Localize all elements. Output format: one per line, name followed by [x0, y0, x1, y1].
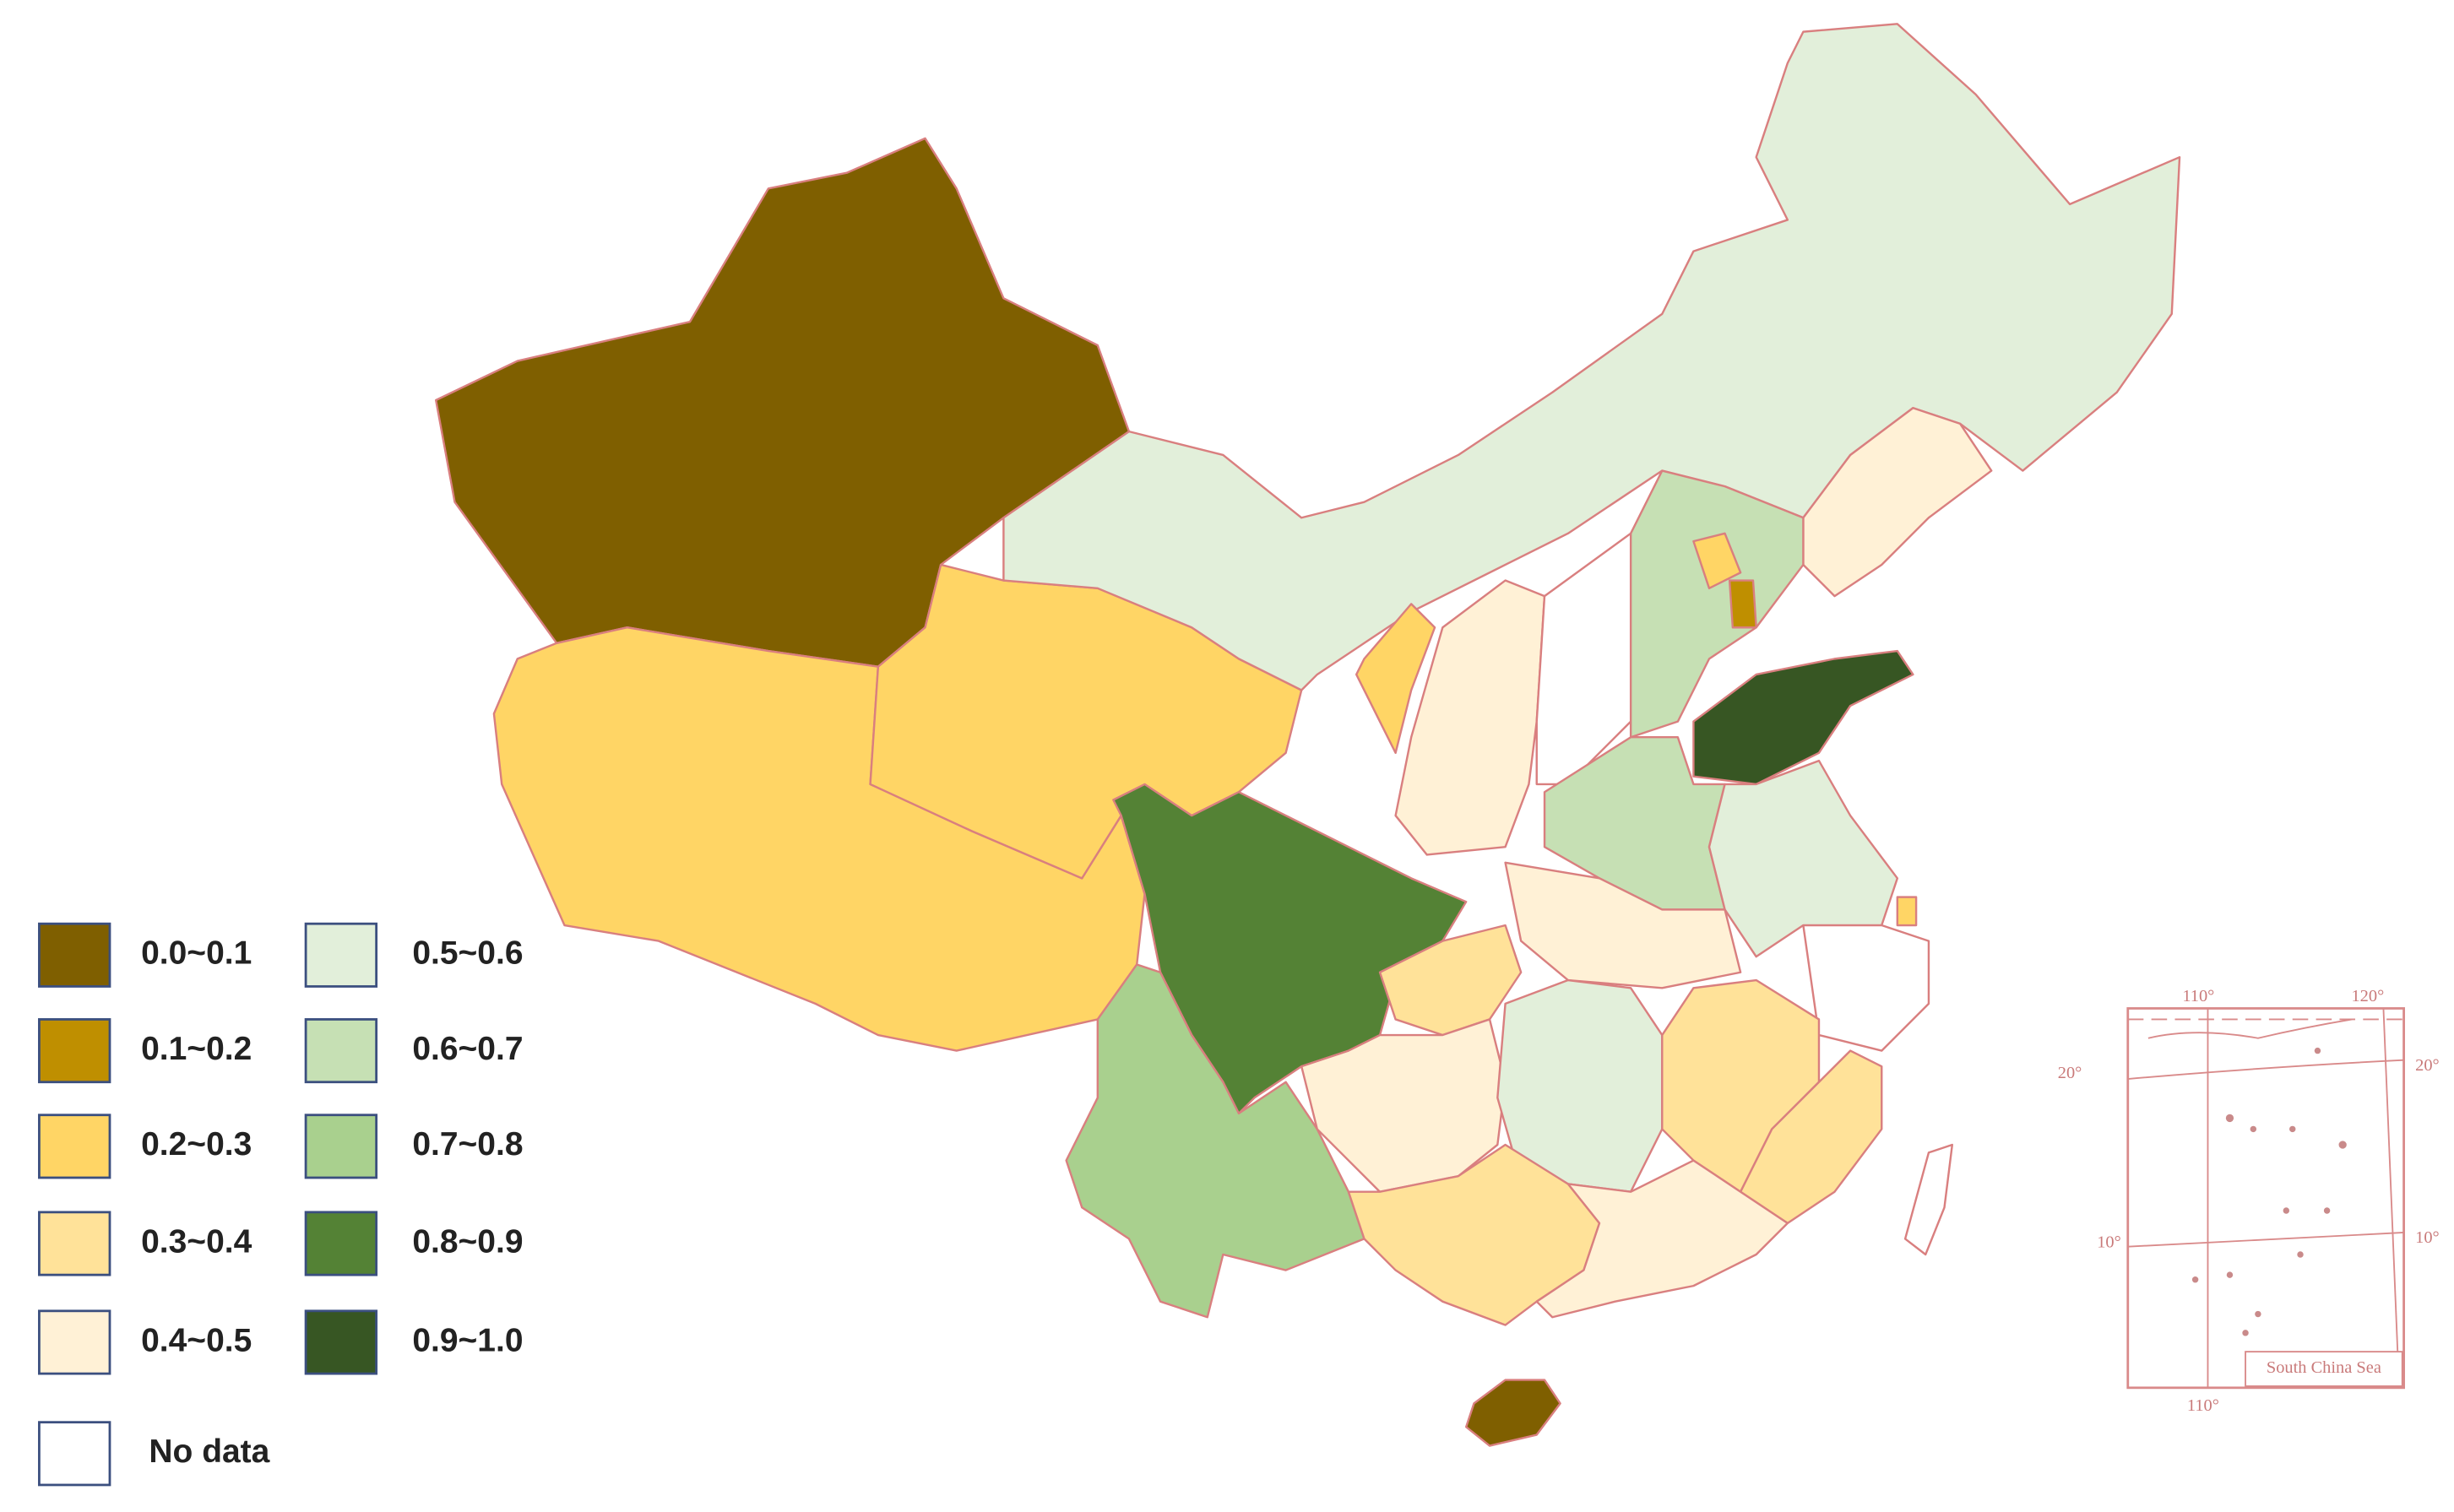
tianjin — [1728, 579, 1757, 629]
shanghai — [1896, 896, 1918, 927]
legend-label: 0.1~0.2 — [141, 1031, 252, 1067]
inset-islands — [2191, 1047, 2347, 1336]
legend-swatch — [38, 1211, 111, 1276]
liaoning — [1802, 407, 1993, 598]
hubei — [1504, 861, 1742, 989]
taiwan — [1903, 1143, 1954, 1256]
legend-label: 0.5~0.6 — [412, 935, 523, 972]
legend-swatch — [38, 1309, 111, 1375]
legend-swatch — [38, 922, 111, 988]
inset-coordinate: 110° — [2182, 987, 2214, 1005]
inset-coordinate: 20° — [2058, 1064, 2082, 1082]
provinces — [435, 23, 2181, 1447]
inset-parallel — [2127, 1059, 2404, 1080]
inset-coordinate: 10° — [2097, 1233, 2121, 1252]
inset-coordinate: 110° — [2187, 1396, 2219, 1415]
shandong — [1692, 649, 1914, 786]
legend-swatch — [304, 1309, 378, 1375]
zhejiang — [1802, 924, 1930, 1052]
legend-swatch — [304, 1018, 378, 1084]
inset-coordinate: 120° — [2351, 987, 2384, 1005]
legend-swatch — [304, 1211, 378, 1276]
legend-swatch — [38, 1018, 111, 1084]
north-region — [1002, 23, 2181, 691]
legend-label: No data — [149, 1433, 269, 1470]
legend-label: 0.9~1.0 — [412, 1322, 523, 1358]
legend-label: 0.3~0.4 — [141, 1223, 252, 1260]
chongqing — [1378, 924, 1523, 1037]
hunan — [1496, 978, 1664, 1193]
inset-map: South China Sea 110° 120° 20° 20° 10° 10° 110° — [2058, 987, 2440, 1415]
inset-meridian — [2382, 1008, 2400, 1388]
legend-label: 0.0~0.1 — [141, 935, 252, 972]
inset-coordinate: 20° — [2415, 1056, 2440, 1075]
beijing — [1692, 532, 1742, 590]
shaanxi — [1394, 579, 1546, 856]
legend-label: 0.8~0.9 — [412, 1223, 523, 1260]
legend-label: 0.2~0.3 — [141, 1126, 252, 1162]
qinghai — [869, 563, 1303, 880]
inset-title: South China Sea — [2267, 1358, 2381, 1377]
inset-title-box — [2245, 1351, 2403, 1387]
legend-label: 0.4~0.5 — [141, 1322, 252, 1358]
legend: 0.0~0.1 0.1~0.2 0.2~0.3 0.3~0.4 0.4~0.5 0.5~0… — [38, 922, 524, 1487]
inset-parallel — [2127, 1232, 2404, 1248]
inset-coordinate: 10° — [2415, 1228, 2440, 1247]
inset-coast — [2147, 1018, 2353, 1039]
legend-swatch — [38, 1114, 111, 1179]
legend-swatch — [304, 922, 378, 988]
legend-swatch — [38, 1421, 111, 1487]
guangdong — [1535, 1159, 1789, 1319]
inset-frame — [2126, 1007, 2405, 1390]
legend-label: 0.7~0.8 — [412, 1126, 523, 1162]
legend-swatch — [304, 1114, 378, 1179]
hainan — [1464, 1379, 1561, 1447]
legend-label: 0.6~0.7 — [412, 1031, 523, 1067]
ningxia — [1355, 603, 1436, 754]
